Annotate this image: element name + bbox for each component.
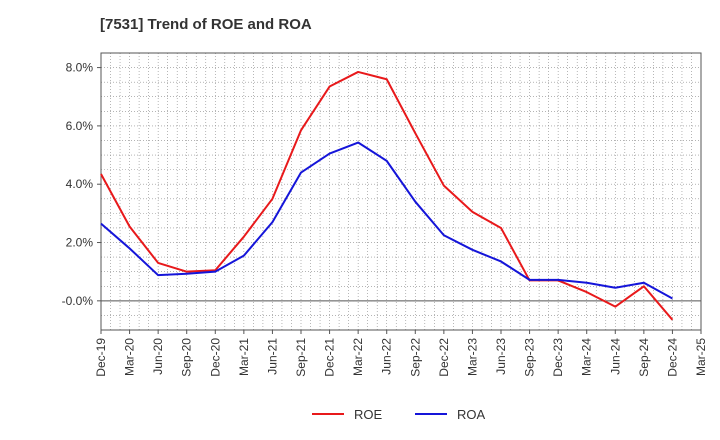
x-tick-label: Sep-24: [637, 338, 651, 377]
plot-frame: [100, 52, 702, 331]
x-tick-label: Sep-23: [523, 338, 537, 377]
legend-label-roa: ROA: [457, 407, 486, 422]
chart-title: [7531] Trend of ROE and ROA: [100, 16, 312, 33]
x-tick-label: Mar-20: [123, 338, 137, 376]
chart-series: [100, 70, 674, 321]
x-tick-label: Mar-25: [694, 338, 708, 376]
x-tick-label: Sep-20: [180, 338, 194, 377]
series-line-roe: [100, 70, 674, 321]
x-tick-label: Mar-23: [465, 338, 479, 376]
legend-label-roe: ROE: [354, 407, 383, 422]
y-tick-label: 4.0%: [66, 177, 94, 191]
chart-axes: -0.0% 2.0% 4.0% 6.0% 8.0% Dec-19 Mar-20 Jun-20 S…: [62, 52, 708, 377]
x-tick-label: Dec-19: [94, 338, 108, 377]
x-tick-label: Dec-23: [551, 338, 565, 377]
x-tick-label: Jun-22: [380, 338, 394, 375]
y-tick-label: -0.0%: [62, 294, 94, 308]
x-tick-label: Sep-21: [294, 338, 308, 377]
x-tick-label: Sep-22: [408, 338, 422, 377]
plot-area: [101, 53, 701, 330]
x-tick-label: Mar-21: [237, 338, 251, 376]
y-tick-label: 6.0%: [66, 119, 94, 133]
x-tick-label: Mar-24: [580, 338, 594, 376]
x-tick-label: Jun-24: [608, 338, 622, 375]
x-tick-label: Dec-24: [665, 338, 679, 377]
x-tick-label: Dec-20: [208, 338, 222, 377]
x-tick-label: Dec-22: [437, 338, 451, 377]
chart-grid: [100, 52, 702, 331]
chart-legend: ROE ROA: [312, 407, 486, 422]
x-tick-label: Mar-22: [351, 338, 365, 376]
y-tick-label: 8.0%: [66, 61, 94, 75]
series-line-roa: [100, 141, 673, 300]
x-tick-label: Jun-23: [494, 338, 508, 375]
x-tick-label: Jun-21: [265, 338, 279, 375]
y-tick-label: 2.0%: [66, 236, 94, 250]
x-tick-label: Dec-21: [323, 338, 337, 377]
x-tick-label: Jun-20: [151, 338, 165, 375]
